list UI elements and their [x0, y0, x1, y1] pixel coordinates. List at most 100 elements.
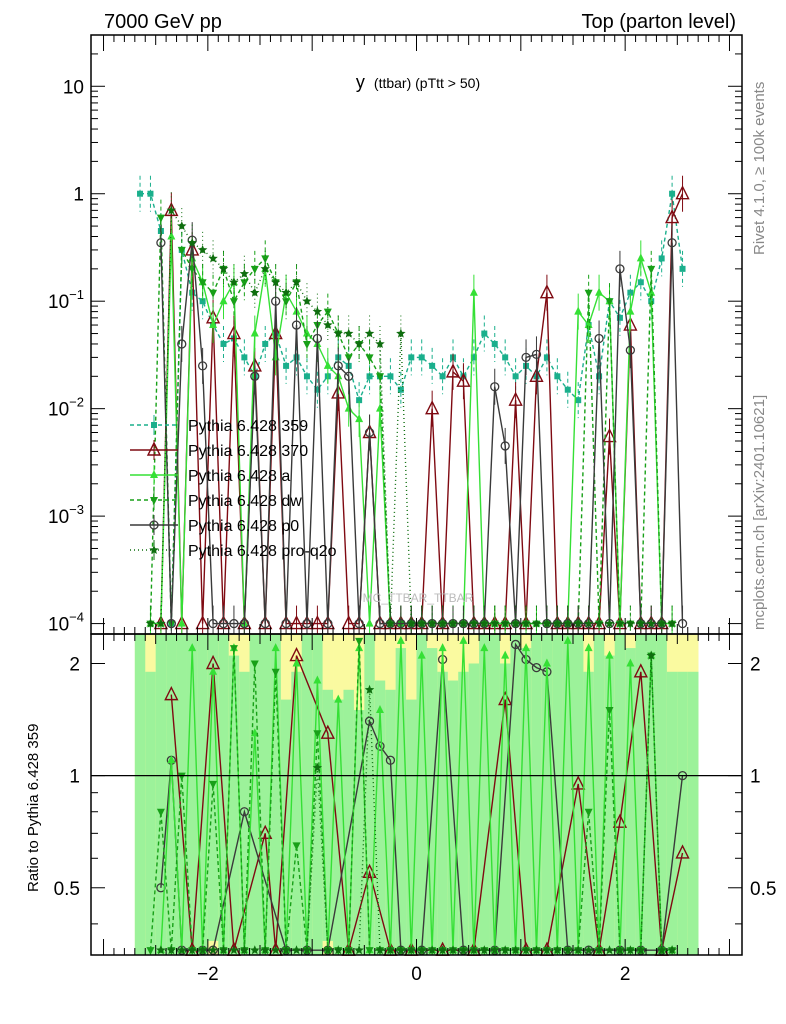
data-point: [656, 945, 667, 955]
data-point: [563, 635, 572, 644]
data-point: [312, 306, 323, 316]
data-point: [282, 298, 291, 307]
data-point: [385, 945, 396, 955]
data-point: [531, 349, 542, 360]
band-inner: [416, 634, 428, 955]
data-point: [479, 945, 490, 955]
data-point: [500, 618, 510, 628]
data-point: [604, 618, 615, 628]
data-point: [302, 945, 312, 955]
data-point: [355, 637, 364, 646]
data-point: [218, 945, 229, 955]
data-point: [594, 945, 604, 955]
data-point: [364, 328, 375, 338]
data-point: [633, 663, 648, 678]
data-point: [500, 945, 510, 955]
data-point: [271, 352, 280, 361]
band-inner: [186, 634, 198, 955]
rivet-label: Rivet 4.1.0, ≥ 100k events: [751, 82, 768, 255]
data-point: [262, 340, 269, 347]
data-point: [531, 662, 542, 673]
data-point: [647, 265, 656, 274]
data-point: [323, 308, 332, 317]
data-point: [198, 279, 207, 288]
legend-entry: Pythia 6.428 359: [130, 415, 308, 435]
data-point: [199, 298, 206, 305]
data-point: [459, 635, 468, 644]
band-inner: [197, 634, 209, 955]
data-point: [187, 945, 197, 955]
data-point: [396, 328, 406, 338]
data-point: [320, 724, 335, 739]
band-inner: [677, 671, 689, 955]
data-point: [675, 185, 690, 200]
band-inner: [593, 634, 605, 955]
band-inner: [343, 689, 355, 955]
data-point: [575, 397, 582, 404]
data-point: [209, 666, 218, 675]
data-point: [258, 824, 273, 840]
data-point: [195, 615, 210, 630]
data-point: [510, 618, 521, 628]
data-point: [146, 441, 162, 456]
data-point: [167, 755, 176, 764]
data-point: [667, 238, 677, 248]
data-point: [156, 238, 166, 248]
data-point: [260, 263, 270, 273]
legend-label: Pythia 6.428 p0: [188, 518, 299, 535]
data-point: [469, 618, 479, 628]
data-point: [439, 373, 446, 380]
data-point: [521, 618, 531, 628]
data-point: [343, 328, 354, 338]
data-point: [344, 403, 353, 412]
data-point: [594, 333, 604, 344]
legend-entry: Pythia 6.428 dw: [130, 490, 302, 510]
band-inner: [353, 710, 365, 955]
band-inner: [280, 699, 292, 955]
data-point: [385, 618, 396, 628]
data-point: [177, 339, 187, 349]
band-inner: [364, 634, 376, 955]
data-point: [531, 618, 542, 628]
band-inner: [479, 634, 490, 955]
data-point: [239, 268, 250, 278]
watermark: MC_TTBAR_TTBAR: [363, 591, 474, 605]
data-point: [469, 945, 479, 955]
y-tick-label: 10−3: [48, 502, 84, 528]
data-point: [302, 340, 311, 349]
data-point: [646, 650, 656, 660]
data-point: [354, 618, 364, 629]
band-inner: [625, 648, 636, 955]
data-point: [302, 618, 312, 629]
data-point: [219, 296, 228, 305]
band-inner: [291, 671, 303, 955]
data-point: [150, 470, 158, 478]
data-point: [375, 705, 384, 714]
data-point: [271, 668, 280, 677]
data-point: [302, 296, 312, 306]
data-point: [229, 277, 239, 287]
data-point: [667, 945, 677, 955]
data-point: [584, 289, 593, 298]
data-point: [364, 716, 375, 726]
data-point: [481, 330, 488, 337]
data-point: [151, 422, 157, 428]
legend: Pythia 6.428 359 Pythia 6.428 370 Pythia 6…: [130, 415, 337, 560]
data-point: [250, 287, 260, 297]
data-point: [490, 945, 500, 955]
data-point: [375, 339, 385, 348]
data-point: [229, 618, 239, 629]
axes: 10 1 10−1 10−2 10−3 10−4 0.5 0.5 1 1 2 2 −2 0 2: [48, 34, 776, 985]
data-point: [366, 373, 373, 380]
data-point: [490, 618, 500, 628]
band-inner: [489, 634, 501, 955]
data-point: [573, 618, 583, 628]
data-point: [501, 650, 510, 659]
band-inner: [166, 634, 177, 955]
data-point: [563, 618, 573, 628]
band-inner: [406, 699, 417, 955]
data-point: [375, 741, 385, 751]
band-inner: [385, 689, 396, 955]
data-point: [156, 808, 165, 817]
